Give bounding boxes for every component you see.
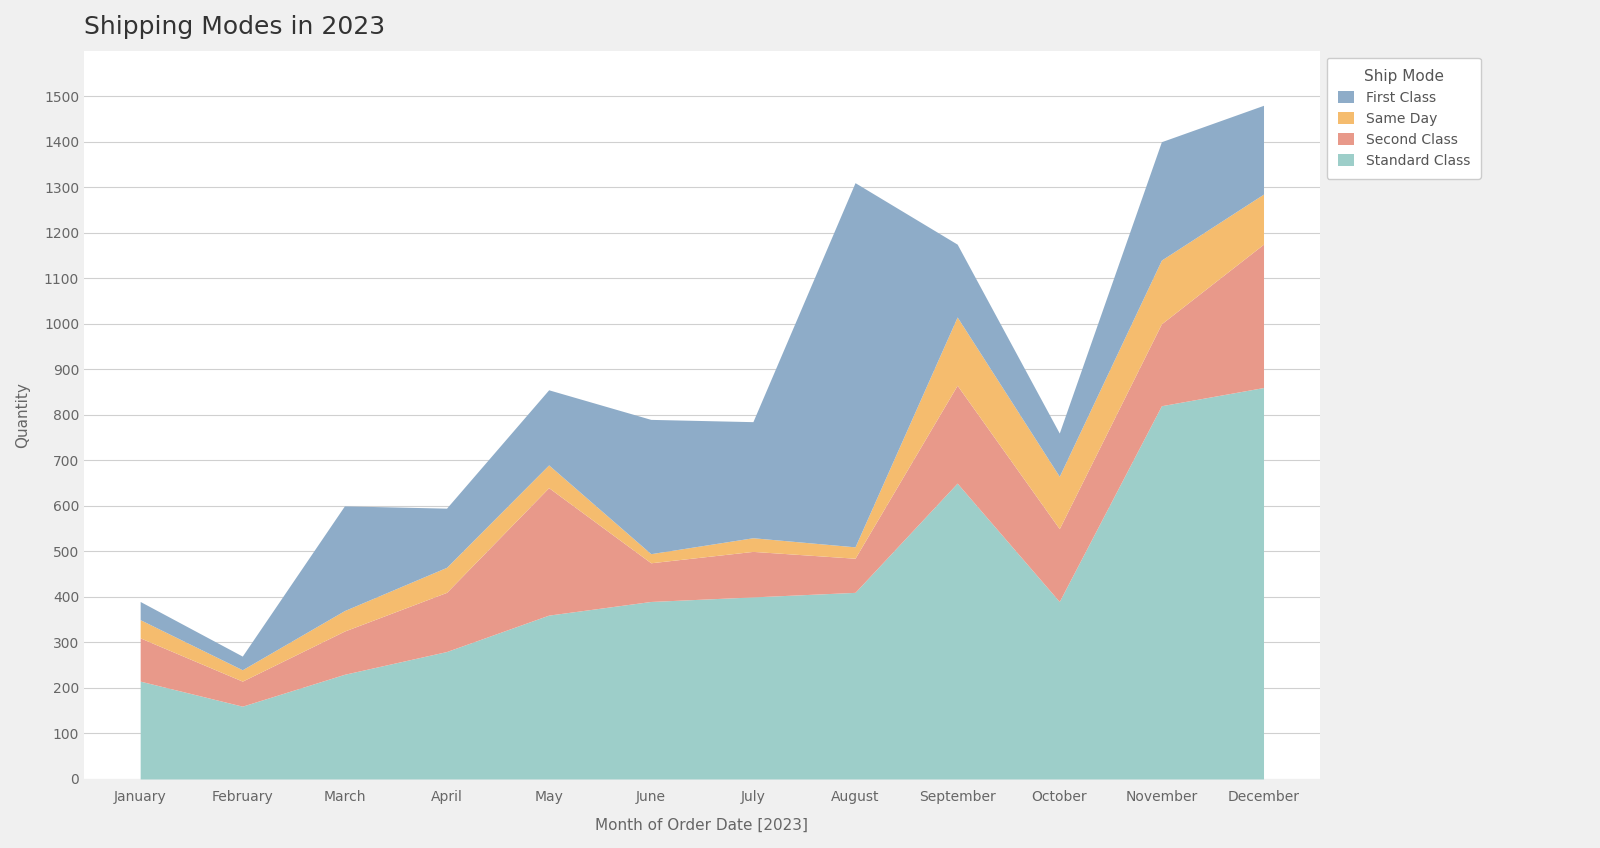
Text: Shipping Modes in 2023: Shipping Modes in 2023	[83, 15, 386, 39]
X-axis label: Month of Order Date [2023]: Month of Order Date [2023]	[595, 818, 808, 833]
Legend: First Class, Same Day, Second Class, Standard Class: First Class, Same Day, Second Class, Sta…	[1326, 58, 1482, 179]
Y-axis label: Quantity: Quantity	[14, 382, 30, 448]
